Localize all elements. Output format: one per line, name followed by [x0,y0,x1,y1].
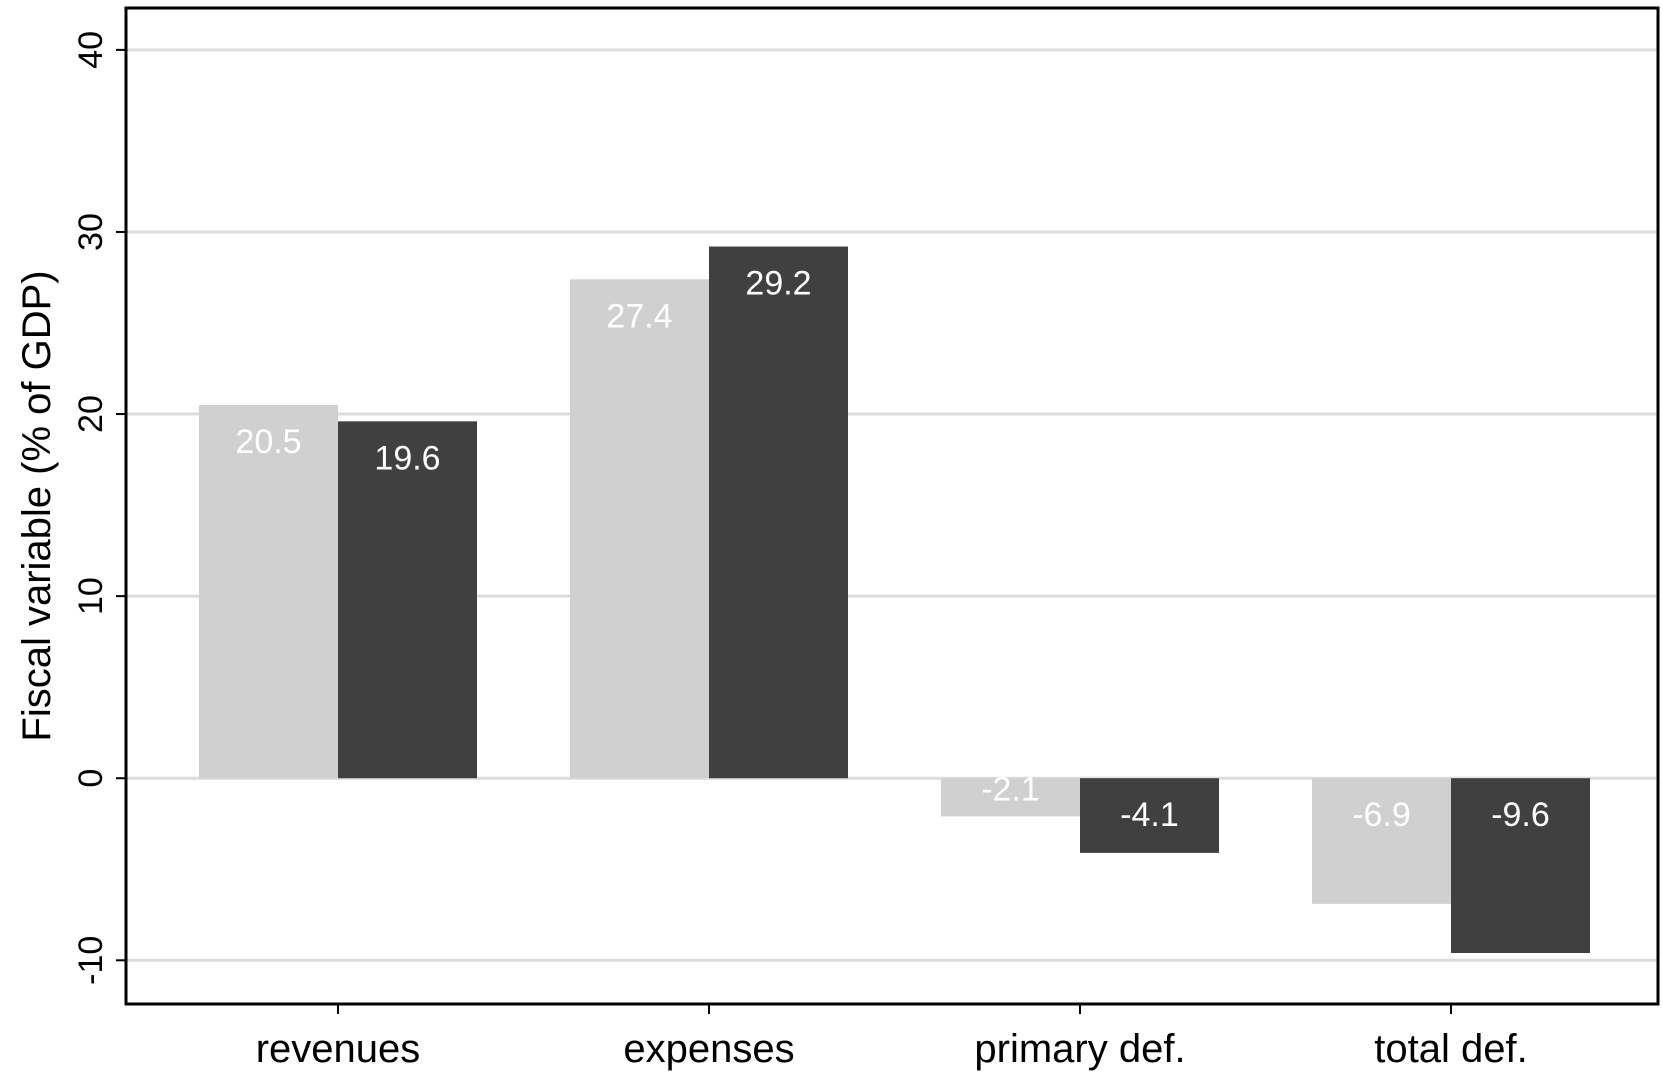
y-tick-label: 0 [72,769,110,788]
data-label: -9.6 [1491,796,1550,834]
data-label: 29.2 [745,265,811,303]
y-tick-label: 10 [72,577,110,615]
bar-2-0 [338,421,477,779]
data-label: -4.1 [1120,796,1179,834]
category-label: total def. [1374,1027,1527,1071]
y-axis-title: Fiscal variable (% of GDP) [15,270,59,741]
category-label: revenues [256,1027,421,1071]
bar-1-0 [199,404,338,779]
data-labels: 20.5 19.6 27.4 29.2 -2.1 -4.1 -6.9 -9.6 [235,265,1549,835]
category-label: expenses [623,1027,794,1071]
bar-1-1 [570,279,709,779]
bars [199,246,1590,954]
data-label: -6.9 [1352,796,1411,834]
data-label: 20.5 [235,423,301,461]
bar-2-1 [709,246,848,779]
data-label: -2.1 [981,770,1040,808]
y-axis: -10 0 10 20 30 40 [72,31,126,985]
y-tick-label: 40 [72,31,110,69]
category-label: primary def. [974,1027,1185,1071]
bar-1-2 [941,778,1080,817]
data-label: 27.4 [606,297,672,335]
bar-2-2 [1080,778,1219,853]
data-label: 19.6 [374,439,440,477]
y-tick-label: 30 [72,213,110,251]
y-tick-label: -10 [72,936,110,985]
bar-2-3 [1451,778,1590,954]
bar-1-3 [1312,778,1451,904]
x-axis-categories: revenues expenses primary def. total def. [256,1004,1528,1071]
y-tick-label: 20 [72,395,110,433]
plot-frame [124,6,1660,1006]
